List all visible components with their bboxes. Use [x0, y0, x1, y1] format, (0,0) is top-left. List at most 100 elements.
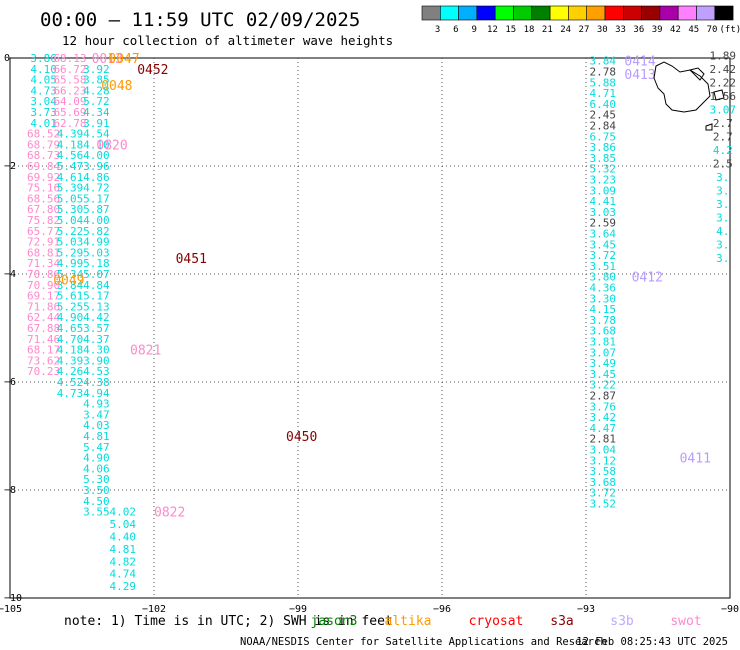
swh-value: 3.09	[590, 184, 617, 197]
satellite-legend-s3a: s3a	[550, 614, 573, 629]
satellite-legend-altika: altika	[385, 614, 432, 629]
x-tick-label: −99	[289, 604, 307, 615]
swh-value: 2.5	[713, 157, 733, 170]
footer-note: note: 1) Time is in UTC; 2) SWH is in fe…	[64, 614, 393, 629]
swh-value: 5.17	[83, 192, 110, 205]
swh-value: 4.70	[57, 333, 84, 346]
swh-value: 4.00	[83, 214, 110, 227]
swh-value: 3.68	[590, 325, 617, 338]
swh-value: 3.78	[590, 314, 617, 327]
y-tick-label: −10	[4, 593, 22, 604]
color-scale-swatch	[531, 5, 551, 21]
swh-value: 3.86	[590, 141, 617, 154]
swh-value: 2.45	[590, 109, 617, 122]
swh-value: 4.10	[30, 63, 57, 76]
swh-value: 3.85	[83, 74, 110, 87]
swh-value: 75.16	[27, 182, 60, 195]
swh-value: 4.38	[83, 376, 110, 389]
color-scale-label: 24	[560, 25, 571, 35]
x-tick-label: −105	[0, 604, 22, 615]
swh-value: 4.99	[83, 236, 110, 249]
color-scale-legend: 3 6 9 12 15 18 21 24 27 30 33 36 39 42 45 70 (ft)	[421, 5, 740, 35]
swh-value: 70.90	[27, 279, 60, 292]
swh-value: 3.50	[83, 484, 110, 497]
track-series-2: 68.1366.7265.5866.2364.0965.6962.784.394…	[53, 52, 86, 400]
swh-value: 4.	[716, 225, 729, 238]
swh-value: 3.	[716, 171, 729, 184]
swh-value: 6.40	[590, 98, 617, 111]
color-scale-swatch	[622, 5, 642, 21]
swh-value: 3.03	[590, 206, 617, 219]
swh-value: 5.29	[57, 246, 84, 259]
swh-value: 4.28	[83, 84, 110, 97]
swh-value: 62.78	[53, 117, 86, 130]
swh-value: 2.7	[713, 130, 733, 143]
footer-timestamp: 12 Feb 08:25:43 UTC 2025	[576, 636, 728, 648]
swh-value: 3.51	[590, 260, 617, 273]
swh-value: 67.80	[27, 203, 60, 216]
swh-value: 65.69	[53, 106, 86, 119]
swh-value: 70.23	[27, 365, 60, 378]
swh-value: 4.41	[590, 195, 617, 208]
satellite-legend-s3b: s3b	[610, 614, 634, 629]
swh-value: 3.55	[83, 506, 110, 519]
swh-value: 3.22	[590, 379, 617, 392]
swh-value: 2.84	[590, 120, 617, 133]
swh-value: 3.45	[590, 368, 617, 381]
track-time-label: 0451	[176, 252, 207, 267]
swh-value: 3.04	[590, 444, 617, 457]
color-scale-label: 12	[487, 25, 498, 35]
swh-value: 4.72	[83, 182, 110, 195]
y-tick-label: −6	[4, 377, 16, 388]
swh-value: 4.05	[30, 74, 57, 87]
swh-value: 3.96	[83, 160, 110, 173]
swh-value: 5.30	[83, 473, 110, 486]
color-scale-label: 42	[670, 25, 681, 35]
swh-value: 68.79	[27, 138, 60, 151]
swh-value: 3.90	[83, 354, 110, 367]
swh-value: 4.73	[57, 387, 84, 400]
swh-value: 65.58	[53, 74, 86, 87]
swh-value: 4.15	[590, 303, 617, 316]
swh-value: 3.52	[590, 498, 617, 511]
swh-value: 4.29	[110, 580, 137, 593]
color-scale-label: 15	[505, 25, 516, 35]
swh-value: 2.42	[710, 63, 737, 76]
swh-value: 4.74	[110, 568, 137, 581]
satellite-legend-jason3: jason3	[311, 614, 358, 629]
swh-value: 2.78	[590, 66, 617, 79]
swh-value: 4.39	[57, 128, 84, 141]
track-time-label: 0411	[680, 452, 711, 467]
swh-value: 5.39	[57, 182, 84, 195]
swh-value: 3.45	[590, 238, 617, 251]
color-scale-swatch	[476, 5, 496, 21]
swh-value: 68.56	[27, 192, 60, 205]
chart-subtitle: 12 hour collection of altimeter wave hei…	[62, 33, 393, 48]
track-time-label: 0450	[286, 430, 317, 445]
chart-title: 00:00 – 11:59 UTC 02/09/2025	[40, 9, 360, 31]
swh-value: 71.46	[27, 333, 60, 346]
swh-value: 5.22	[57, 225, 84, 238]
swh-value: 3.07	[590, 346, 617, 359]
swh-value: 5.03	[57, 236, 84, 249]
swh-value: 3.58	[590, 465, 617, 478]
swh-value: 5.82	[83, 225, 110, 238]
color-scale-label: 6	[453, 25, 458, 35]
swh-value: 67.88	[27, 322, 60, 335]
y-tick-label: −2	[4, 161, 16, 172]
color-scale-label: 21	[542, 25, 553, 35]
swh-value: 72.91	[27, 236, 60, 249]
swh-value: 70.86	[27, 268, 60, 281]
swh-value: 5.17	[83, 290, 110, 303]
swh-value: 2.22	[710, 76, 737, 89]
swh-value: 3.	[716, 184, 729, 197]
swh-value: 4.53	[83, 365, 110, 378]
track-time-label: 0820	[96, 138, 127, 153]
swh-value: 4.00	[83, 149, 110, 162]
satellite-legend-swot: swot	[670, 614, 701, 629]
swh-value: 69.17	[27, 290, 60, 303]
x-tick-label: −90	[721, 604, 739, 615]
swh-value: 4.01	[30, 117, 57, 130]
swh-value: 4.84	[83, 279, 110, 292]
swh-value: 4.18	[57, 138, 84, 151]
